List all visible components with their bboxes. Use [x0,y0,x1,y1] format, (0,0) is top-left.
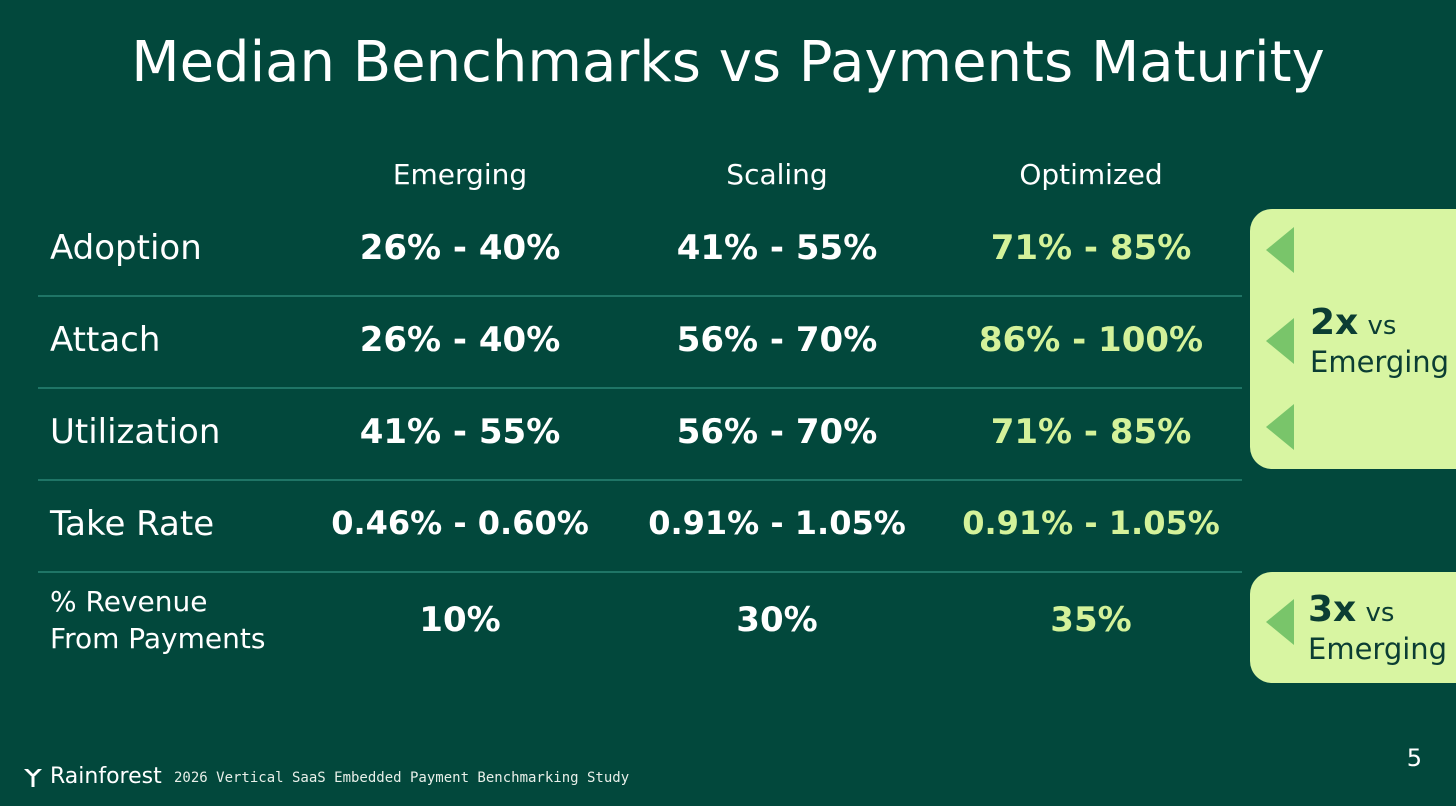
row-label-attach: Attach [50,320,161,360]
cell-take-rate-scaling: 0.91% - 1.05% [648,504,906,542]
cell-revenue-optimized: 35% [1050,600,1132,640]
arrow-left-icon [1266,227,1294,273]
cell-adoption-emerging: 26% - 40% [359,228,561,268]
callout-multiplier: 2x [1310,302,1359,343]
cell-adoption-scaling: 41% - 55% [676,228,878,268]
row-label-line: % Revenue [50,585,208,618]
cell-take-rate-emerging: 0.46% - 0.60% [331,504,589,542]
cell-utilization-optimized: 71% - 85% [990,412,1192,452]
brand-name: Rainforest [50,764,162,789]
column-header-scaling: Scaling [726,158,828,191]
arrow-left-icon [1266,404,1294,450]
row-divider [38,571,1242,573]
page-number: 5 [1406,744,1422,772]
rainforest-leaf-icon [24,768,42,787]
callout-target: Emerging [1310,345,1450,379]
callout-multiplier: 3x [1308,589,1357,630]
row-label-revenue-from-payments: % Revenue From Payments [50,583,265,657]
column-header-emerging: Emerging [392,158,528,191]
callout-vs: vs [1365,598,1395,628]
column-header-optimized: Optimized [1019,158,1163,191]
cell-attach-optimized: 86% - 100% [978,320,1204,360]
callout-3x-vs-emerging: 3x vs Emerging [1250,572,1456,683]
row-divider [38,479,1242,481]
cell-revenue-scaling: 30% [736,600,818,640]
cell-utilization-emerging: 41% - 55% [359,412,561,452]
study-title: 2026 Vertical SaaS Embedded Payment Benc… [174,770,630,786]
brand-logo: Rainforest [22,764,162,789]
row-label-take-rate: Take Rate [50,504,215,544]
cell-utilization-scaling: 56% - 70% [676,412,878,452]
cell-adoption-optimized: 71% - 85% [990,228,1192,268]
slide-title: Median Benchmarks vs Payments Maturity [131,30,1325,95]
row-label-line: From Payments [50,622,266,655]
callout-2x-vs-emerging: 2x vs Emerging [1250,209,1456,469]
row-divider [38,295,1242,297]
row-label-adoption: Adoption [50,228,202,268]
cell-attach-emerging: 26% - 40% [359,320,561,360]
cell-attach-scaling: 56% - 70% [676,320,878,360]
row-divider [38,387,1242,389]
arrow-left-icon [1266,599,1294,645]
arrow-left-icon [1266,318,1294,364]
cell-take-rate-optimized: 0.91% - 1.05% [962,504,1220,542]
cell-revenue-emerging: 10% [419,600,501,640]
row-label-utilization: Utilization [50,412,221,452]
callout-target: Emerging [1308,632,1448,666]
callout-vs: vs [1367,311,1397,341]
